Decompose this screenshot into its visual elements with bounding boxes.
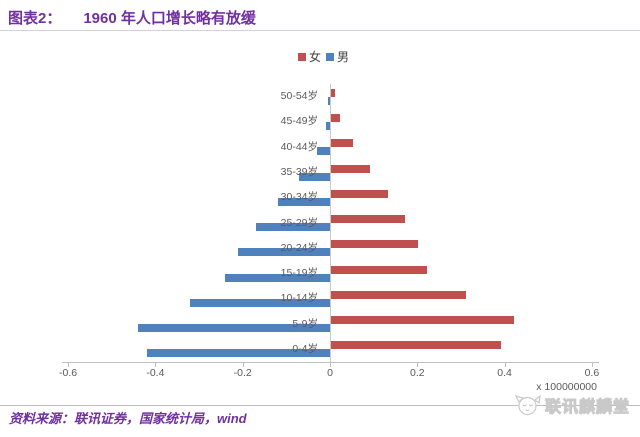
bar-female-45-49岁 [331,113,340,122]
x-axis-tick-label: 0.6 [584,367,600,379]
bar-male-10-14岁 [190,298,330,307]
age-group-label: 25-29岁 [280,216,318,229]
source-note: 资料来源：联讯证券，国家统计局，wind [9,411,247,426]
bar-female-15-19岁 [331,265,427,274]
brand-watermark: 联讯麒麟堂 [514,393,630,417]
bar-female-30-34岁 [331,189,388,198]
bar-male-30-34岁 [277,197,330,206]
figure-title: 1960 年人口增长略有放缓 [83,10,256,27]
bar-male-50-54岁 [327,96,330,105]
bar-female-10-14岁 [331,290,467,299]
age-group-label: 0-4岁 [292,342,318,355]
x-axis-tick-label: 0 [327,367,333,379]
legend-item-male: 男 [326,48,349,65]
legend-swatch-male [326,52,335,61]
brand-watermark-text: 联讯麒麟堂 [544,399,630,417]
age-group-label: 50-54岁 [280,90,318,103]
bar-female-0-4岁 [331,341,502,350]
x-axis-tick-label: -0.6 [59,367,78,379]
bar-female-5-9岁 [331,316,515,325]
x-axis-tick [417,362,419,367]
axis-unit-label: x 100000000 [536,381,597,393]
x-axis-tick-label: -0.2 [233,367,252,379]
bar-male-5-9岁 [137,324,330,333]
age-group-label: 40-44岁 [280,140,318,153]
age-group-label: 35-39岁 [280,166,318,178]
chart-legend: 女男 [298,48,349,65]
x-axis-tick-label: -0.4 [146,367,165,379]
x-axis-tick [68,362,70,367]
age-group-label: 15-19岁 [280,267,318,279]
legend-swatch-female [298,52,306,61]
bar-female-20-24岁 [331,240,419,249]
x-axis-tick [155,362,157,367]
bar-male-0-4岁 [146,349,330,358]
figure-label: 图表2： [8,10,62,27]
footer-divider [0,405,640,406]
category-axis-line [330,84,331,366]
title-divider [0,30,640,31]
age-group-label: 20-24岁 [280,241,318,254]
x-axis-tick-label: 0.2 [409,367,425,379]
bar-male-25-29岁 [255,223,330,231]
x-axis-tick [504,362,506,367]
x-axis-tick [242,362,244,367]
legend-label: 男 [337,50,350,64]
figure-title-row: 图表2： 1960 年人口增长略有放缓 [8,7,256,28]
qilin-logo-icon [514,394,541,416]
x-axis-tick-label: 0.4 [497,367,512,379]
age-group-label: 30-34岁 [280,191,318,204]
bar-female-40-44岁 [331,139,353,148]
bar-male-35-39岁 [299,172,330,181]
bar-male-15-19岁 [225,273,330,282]
legend-item-female: 女 [298,48,321,65]
bar-female-50-54岁 [331,88,335,97]
bar-male-40-44岁 [316,147,330,156]
bar-male-20-24岁 [238,248,330,257]
age-group-label: 45-49岁 [280,115,318,128]
bar-male-45-49岁 [325,121,330,130]
bar-female-25-29岁 [331,215,406,223]
x-axis-tick [330,362,331,367]
x-axis-tick [591,362,593,367]
age-group-label: 5-9岁 [292,317,318,330]
bar-female-35-39岁 [331,164,371,173]
age-group-label: 10-14岁 [280,292,318,305]
legend-label: 女 [309,50,322,64]
